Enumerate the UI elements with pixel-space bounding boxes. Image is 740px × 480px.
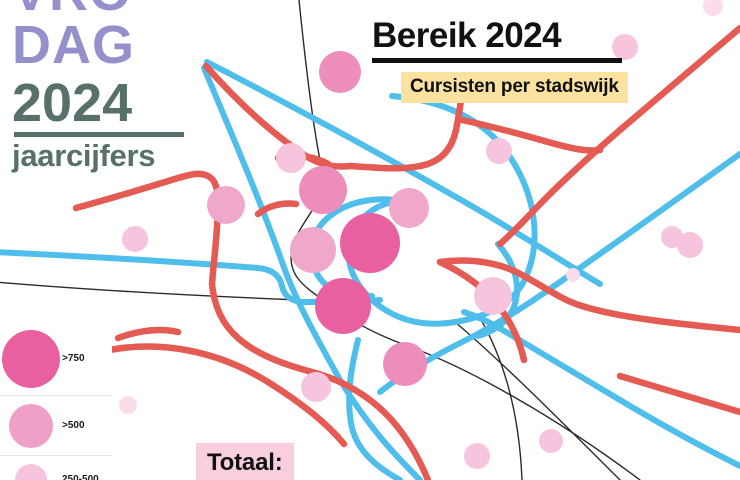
map-bubble [464, 443, 490, 469]
map-bubble [703, 0, 723, 16]
map-bubble [389, 188, 429, 228]
legend-label: >750 [62, 353, 85, 364]
map-bubble [276, 143, 306, 173]
map-bubble [119, 396, 137, 414]
map-bubble [207, 186, 245, 224]
map-bubble [486, 138, 512, 164]
title-underline [372, 58, 622, 63]
page-title: Bereik 2024 [372, 16, 562, 55]
legend-swatch [9, 403, 53, 448]
map-bubble [383, 342, 427, 386]
logo-divider [14, 131, 184, 137]
brand-logo: VRO DAG 2024 jaarcijfers [12, 0, 198, 171]
logo-subtitle: jaarcijfers [12, 137, 156, 173]
map-bubble [474, 277, 512, 315]
page-subtitle-wrap: Cursisten per stadswijk [401, 72, 628, 103]
legend-label: 250-500 [62, 474, 99, 480]
legend-swatch [15, 463, 47, 480]
logo-wordmark: DAG [12, 14, 135, 75]
legend-label: >500 [62, 420, 85, 431]
page-subtitle: Cursisten per stadswijk [401, 72, 628, 103]
map-bubble [612, 34, 638, 60]
total-block: Totaal: [196, 443, 294, 480]
map-bubble [340, 213, 400, 273]
map-bubble [299, 166, 347, 214]
legend-row: >750 [0, 322, 112, 396]
legend-row: 250-500 [0, 456, 112, 480]
map-bubble [315, 278, 371, 334]
legend-swatch-cell [0, 403, 62, 448]
legend-swatch-cell [0, 463, 62, 480]
map-bubble [290, 227, 336, 273]
total-label: Totaal: [196, 443, 294, 480]
legend-row: >500 [0, 396, 112, 456]
map-bubble [122, 226, 148, 252]
logo-wordmark-top: VRO [12, 0, 198, 19]
legend-swatch-cell [0, 329, 62, 388]
map-bubble [539, 429, 563, 453]
legend-swatch [2, 329, 60, 388]
map-bubble [677, 232, 703, 258]
logo-year: 2024 [12, 72, 133, 133]
map-bubble [301, 372, 331, 402]
map-bubble [319, 51, 361, 93]
page-title-block: Bereik 2024 Cursisten per stadswijk [372, 18, 628, 103]
map-bubble [566, 268, 580, 282]
